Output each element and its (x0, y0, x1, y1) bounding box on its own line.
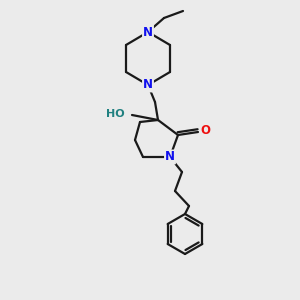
Text: N: N (165, 151, 175, 164)
Text: O: O (200, 124, 210, 137)
Text: HO: HO (106, 109, 125, 119)
Text: N: N (143, 26, 153, 38)
Text: N: N (143, 79, 153, 92)
